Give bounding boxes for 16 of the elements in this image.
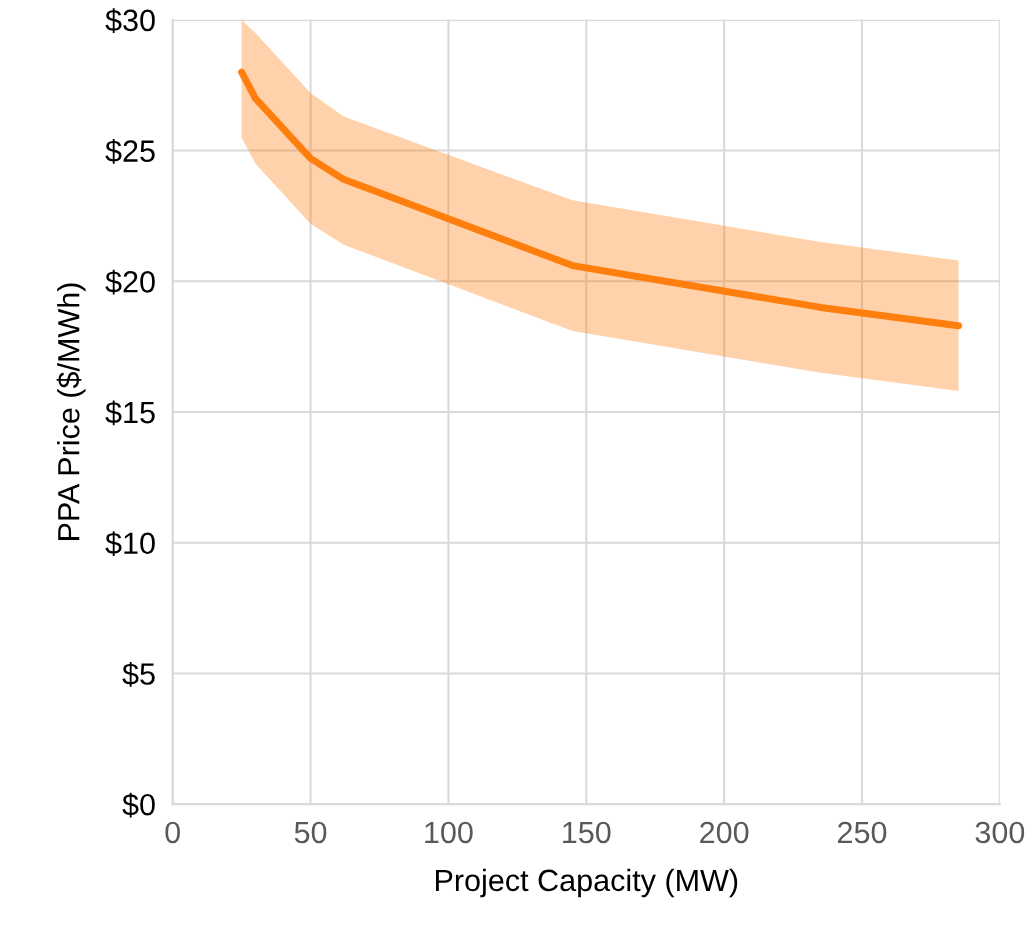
y-tick-label: $15 — [105, 400, 155, 426]
x-tick-label: 0 — [165, 821, 180, 844]
y-axis-title: PPA Price ($/MWh) — [56, 283, 86, 540]
x-tick-label: 250 — [838, 821, 887, 844]
y-tick-label: $5 — [122, 661, 155, 687]
y-tick-label: $10 — [105, 531, 155, 556]
y-tick-label: $30 — [105, 8, 155, 34]
x-tick-label: 100 — [425, 821, 473, 844]
y-tick-label: $20 — [105, 269, 155, 295]
x-axis-title: Project Capacity (MW) — [435, 868, 738, 898]
y-tick-label: $0 — [122, 792, 155, 818]
x-tick-label: 300 — [975, 821, 1025, 844]
x-tick-label: 200 — [700, 821, 749, 844]
y-tick-label: $25 — [105, 139, 155, 164]
x-tick-label: 150 — [563, 821, 611, 844]
x-tick-label: 50 — [294, 821, 327, 844]
